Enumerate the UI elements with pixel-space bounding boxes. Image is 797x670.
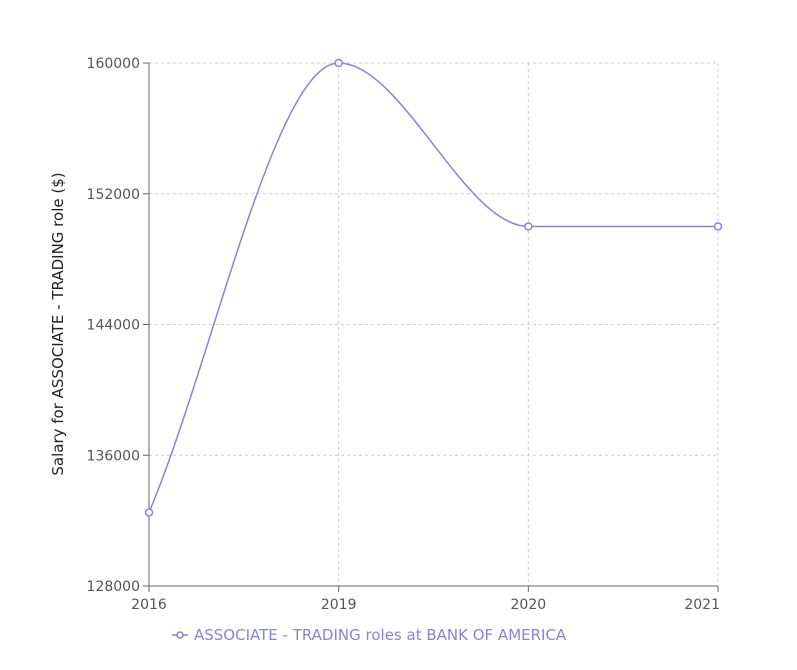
y-tick-label: 136000 <box>87 448 140 464</box>
axes <box>143 62 719 592</box>
series-line <box>148 62 718 513</box>
grid-lines <box>149 62 719 587</box>
y-tick-label: 152000 <box>87 187 140 203</box>
data-points <box>144 58 723 517</box>
x-tick-label: 2020 <box>511 597 547 613</box>
x-tick-label: 2021 <box>684 597 720 613</box>
data-point[interactable] <box>524 222 533 231</box>
y-tick-labels: 128000 136000 144000 152000 160000 <box>87 56 140 595</box>
y-axis-title: Salary for ASSOCIATE - TRADING role ($) <box>49 172 67 475</box>
y-tick-label: 160000 <box>87 56 140 72</box>
y-tick-label: 128000 <box>87 579 140 595</box>
data-point[interactable] <box>334 58 343 68</box>
data-point[interactable] <box>144 508 154 517</box>
series-lines <box>148 62 718 513</box>
x-tick-label: 2016 <box>131 597 167 613</box>
legend-marker-icon <box>176 631 184 639</box>
legend-label[interactable]: ASSOCIATE - TRADING roles at BANK OF AME… <box>194 626 567 644</box>
data-point[interactable] <box>713 222 723 231</box>
y-tick-label: 144000 <box>87 318 140 334</box>
x-tick-label: 2019 <box>321 597 357 613</box>
legend[interactable]: ASSOCIATE - TRADING roles at BANK OF AME… <box>172 626 567 644</box>
x-tick-labels: 2016 2019 2020 2021 <box>131 597 720 613</box>
